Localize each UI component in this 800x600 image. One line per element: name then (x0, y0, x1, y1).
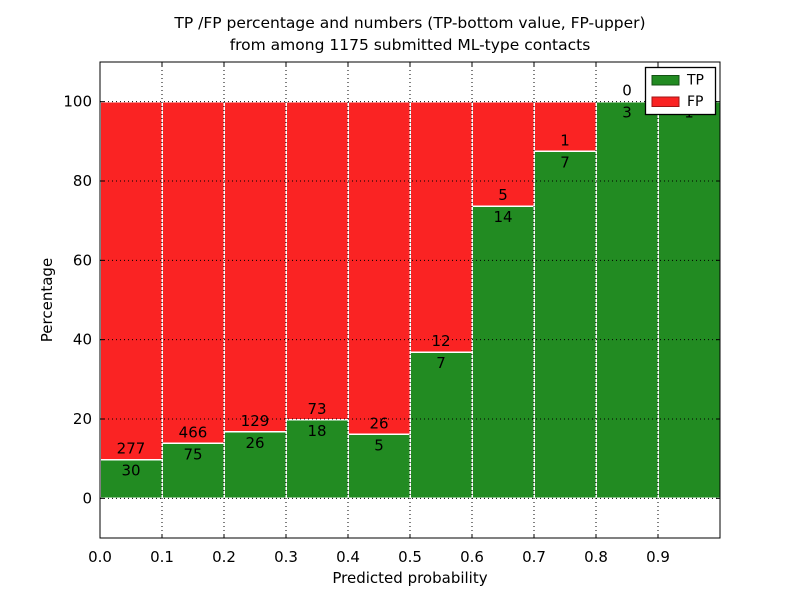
x-tick-label: 0.0 (88, 548, 112, 566)
bar-tp-segment (595, 100, 659, 500)
bar-tp-segment (471, 205, 535, 500)
legend-swatch-fp (651, 96, 680, 107)
legend-swatch-tp (651, 75, 680, 86)
y-tick-label: 100 (63, 93, 92, 111)
bar-fp-segment (471, 100, 535, 207)
bar-tp-segment (657, 100, 721, 500)
fp-count-label: 73 (307, 400, 326, 418)
y-axis-label: Percentage (38, 258, 56, 342)
bars-group (99, 100, 721, 500)
tp-count-label: 5 (374, 436, 384, 454)
chart-title-line2: from among 1175 submitted ML-type contac… (230, 36, 591, 54)
y-tick-label: 80 (73, 172, 92, 190)
tp-count-label: 7 (560, 153, 570, 171)
tp-count-label: 75 (183, 445, 202, 463)
y-tick-label: 20 (73, 410, 92, 428)
fp-count-label: 1 (560, 131, 570, 149)
tp-count-label: 18 (307, 422, 326, 440)
y-tick-label: 0 (82, 489, 92, 507)
fp-count-label: 12 (431, 332, 450, 350)
y-tick-label: 60 (73, 251, 92, 269)
x-tick-label: 0.7 (522, 548, 546, 566)
bar-fp-segment (223, 100, 287, 433)
legend-box (644, 66, 717, 116)
x-tick-label: 0.9 (646, 548, 670, 566)
bar-fp-segment (347, 100, 411, 436)
tp-count-label: 14 (493, 208, 512, 226)
bar-fp-segment (161, 100, 225, 445)
fp-count-label: 5 (498, 186, 508, 204)
legend-label-fp: FP (687, 94, 704, 110)
x-tick-label: 0.6 (460, 548, 484, 566)
y-tick-label: 40 (73, 331, 92, 349)
legend-label-tp: TP (686, 73, 704, 89)
fp-count-label: 466 (179, 423, 208, 441)
x-tick-label: 0.1 (150, 548, 174, 566)
x-tick-label: 0.5 (398, 548, 422, 566)
x-tick-label: 0.3 (274, 548, 298, 566)
bar-tp-segment (161, 442, 225, 500)
tp-count-label: 26 (245, 434, 264, 452)
fp-count-label: 0 (622, 82, 632, 100)
x-tick-label: 0.2 (212, 548, 236, 566)
chart-title-line1: TP /FP percentage and numbers (TP-bottom… (173, 14, 645, 32)
fp-count-label: 26 (369, 414, 388, 432)
x-tick-label: 0.8 (584, 548, 608, 566)
tick-labels: 0.0 0.1 0.2 0.3 0.4 0.5 0.6 0.7 0.8 0.9 0 20 40 60 80 1… (63, 93, 670, 566)
bar-fp-segment (99, 100, 163, 461)
tp-count-label: 7 (436, 354, 446, 372)
bar-fp-segment (409, 100, 473, 353)
fp-count-label: 129 (241, 412, 270, 430)
bar-tp-segment (99, 458, 163, 500)
tp-count-label: 3 (622, 104, 632, 122)
x-tick-label: 0.4 (336, 548, 360, 566)
fp-count-label: 277 (117, 440, 146, 458)
tp-count-label: 30 (121, 462, 140, 480)
legend: TP FP (644, 66, 717, 116)
x-axis-label: Predicted probability (332, 569, 487, 587)
axes-spines (99, 61, 721, 539)
bar-tp-segment (223, 431, 287, 500)
bar-tp-segment (533, 150, 597, 500)
bar-tp-segment (409, 351, 473, 500)
